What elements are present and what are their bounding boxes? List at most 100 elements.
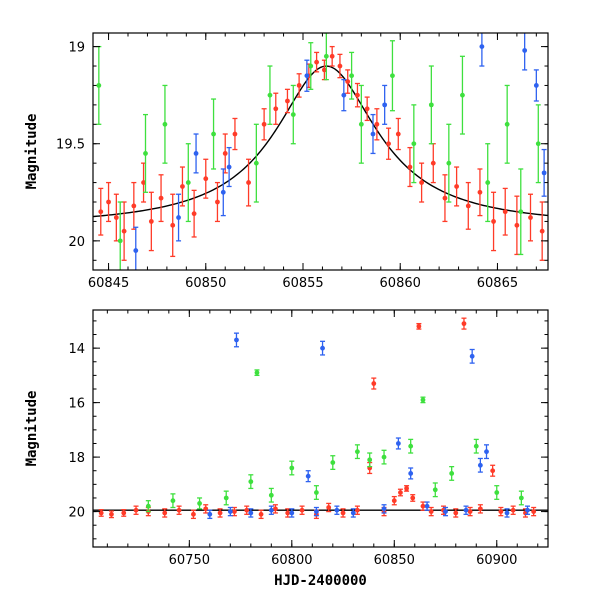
point-marker (96, 83, 102, 88)
y-axis-label: Magnitude (24, 114, 40, 190)
data-point (349, 51, 355, 100)
data-point (337, 53, 343, 79)
data-point (193, 133, 199, 174)
data-point (374, 108, 380, 141)
point-marker (304, 73, 310, 79)
data-point (207, 509, 213, 520)
data-point (131, 181, 137, 230)
data-point (305, 470, 311, 483)
point-marker (191, 211, 197, 217)
data-point (133, 226, 139, 270)
point-marker (220, 189, 226, 195)
point-marker (217, 510, 223, 516)
point-marker (535, 141, 541, 147)
point-marker (374, 121, 380, 127)
point-marker (232, 131, 238, 137)
data-point (504, 508, 510, 518)
data-point (367, 452, 373, 468)
data-point (498, 506, 504, 517)
plot-frame (92, 309, 549, 548)
data-point (533, 69, 539, 102)
y-tick-label: 19.5 (56, 138, 85, 153)
point-marker (268, 507, 274, 513)
y-tick-label: 14 (68, 342, 85, 357)
data-point (354, 82, 360, 108)
point-marker (340, 510, 346, 516)
point-marker (428, 102, 434, 108)
data-point (272, 504, 278, 514)
point-marker (541, 170, 547, 176)
x-axis-label: HJD-2400000 (274, 573, 367, 589)
data-point (386, 127, 392, 160)
data-point (273, 92, 279, 125)
data-point (407, 146, 413, 188)
point-marker (411, 141, 417, 147)
point-marker (395, 441, 401, 446)
point-marker (407, 164, 413, 170)
data-point (326, 502, 332, 513)
point-marker (320, 345, 325, 351)
data-point (253, 123, 259, 203)
data-point (289, 508, 295, 518)
data-point (145, 500, 151, 513)
data-point (408, 467, 414, 480)
data-point (246, 158, 252, 207)
point-marker (463, 507, 469, 513)
data-point (454, 166, 460, 207)
point-marker (133, 507, 139, 513)
point-marker (479, 44, 485, 49)
point-marker (349, 73, 355, 79)
point-marker (370, 131, 376, 137)
data-point (408, 438, 414, 454)
point-marker (162, 121, 168, 127)
plot-area (93, 317, 548, 520)
y-tick-label: 20 (68, 506, 85, 521)
point-marker (522, 48, 528, 53)
data-point (449, 465, 455, 481)
data-point (121, 201, 127, 261)
point-marker (398, 490, 403, 495)
x-tick-label: 60800 (271, 553, 312, 568)
y-tick-label: 18 (68, 451, 85, 466)
point-marker (504, 121, 510, 127)
point-marker (514, 222, 520, 228)
model-curve (93, 65, 548, 218)
data-point (395, 437, 401, 450)
point-marker (430, 160, 436, 166)
data-point (525, 505, 531, 515)
data-point (453, 508, 459, 518)
point-marker (364, 106, 370, 112)
data-point (299, 505, 305, 515)
point-marker (143, 151, 148, 156)
point-marker (498, 509, 504, 514)
data-point (446, 123, 452, 203)
data-point (541, 148, 547, 197)
data-point (179, 166, 185, 207)
point-marker (539, 228, 545, 234)
point-marker (367, 457, 373, 463)
data-point (485, 143, 491, 223)
point-marker (290, 112, 296, 117)
data-point (170, 493, 176, 509)
data-point (459, 55, 465, 135)
point-marker (193, 151, 199, 156)
point-marker (121, 228, 127, 234)
data-point (162, 508, 168, 518)
point-marker (381, 454, 387, 460)
data-point (358, 84, 364, 164)
point-marker (162, 510, 168, 516)
data-point (313, 485, 319, 500)
data-point (108, 510, 114, 519)
data-point (428, 506, 434, 517)
data-point (176, 505, 182, 515)
data-point (254, 369, 260, 377)
point-marker (121, 510, 127, 516)
data-point (502, 187, 508, 236)
data-point (98, 509, 104, 517)
data-point (320, 340, 326, 356)
point-marker (314, 59, 320, 65)
point-marker (410, 495, 416, 501)
point-marker (461, 321, 467, 327)
x-tick-label: 60850 (374, 553, 415, 568)
data-point (329, 45, 335, 67)
